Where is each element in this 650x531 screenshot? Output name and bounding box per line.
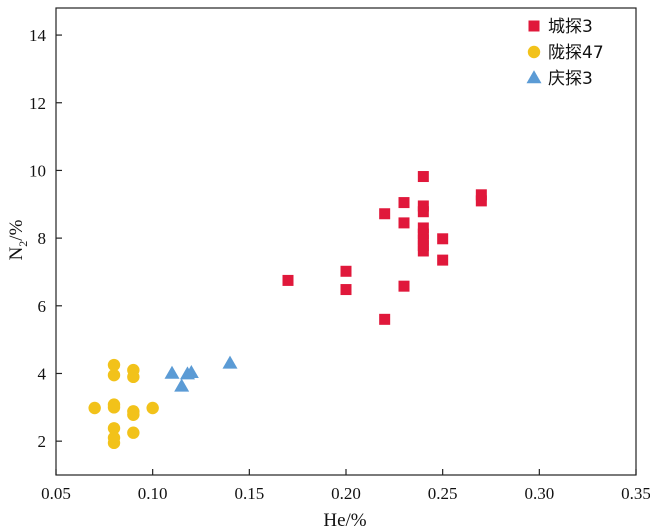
x-tick-label: 0.20 (331, 484, 361, 503)
data-point (437, 233, 449, 245)
data-point (183, 365, 199, 379)
legend-marker (526, 70, 542, 84)
data-point (222, 355, 238, 369)
data-point (417, 222, 429, 234)
y-axis-title: N2/% (6, 219, 30, 260)
y-tick-label: 8 (38, 229, 47, 248)
x-tick-label: 0.15 (234, 484, 264, 503)
data-point (107, 368, 121, 382)
data-point (398, 197, 410, 209)
y-tick-label: 6 (38, 297, 47, 316)
data-point (107, 436, 121, 450)
data-point (417, 245, 429, 257)
series-3 (164, 355, 238, 392)
data-point (88, 401, 101, 415)
data-point (107, 358, 121, 372)
data-point (475, 189, 487, 201)
legend-marker (527, 45, 541, 59)
legend-label: 城探3 (548, 17, 593, 37)
legend: 城探3 陇探47 庆探3 (526, 17, 604, 89)
y-tick-label: 2 (38, 432, 47, 451)
legend-label: 庆探3 (548, 69, 593, 89)
x-tick-label: 0.30 (524, 484, 554, 503)
x-tick-label: 0.35 (621, 484, 650, 503)
data-point (398, 217, 410, 229)
data-point (417, 200, 429, 212)
x-tick-label: 0.10 (138, 484, 168, 503)
data-point (164, 365, 180, 379)
data-point (340, 265, 352, 277)
data-point (107, 422, 121, 435)
data-point (417, 171, 429, 183)
legend-label: 陇探47 (548, 43, 604, 63)
x-tick-label: 0.25 (428, 484, 458, 503)
data-point (282, 274, 294, 286)
data-point (437, 254, 449, 266)
data-point (475, 195, 487, 207)
series-1 (282, 171, 487, 325)
data-point (174, 378, 190, 392)
series-2 (88, 358, 159, 450)
data-point (107, 401, 121, 414)
data-point (379, 208, 391, 220)
legend-marker (528, 20, 540, 32)
data-point (417, 206, 429, 218)
y-axis-title-sub: 2 (16, 241, 30, 247)
y-tick-label: 4 (38, 364, 47, 383)
y-tick-label: 12 (29, 94, 46, 113)
data-point (379, 313, 391, 325)
data-point (146, 401, 159, 415)
data-point (417, 228, 429, 240)
data-point (398, 280, 410, 292)
y-tick-label: 14 (29, 26, 47, 45)
x-tick-label: 0.05 (41, 484, 71, 503)
data-point (127, 408, 140, 421)
data-point (417, 234, 429, 246)
y-axis-title-main: N (6, 246, 27, 260)
data-point (340, 284, 352, 296)
y-tick-label: 10 (29, 161, 46, 180)
y-axis-title-rest: /% (6, 219, 27, 240)
x-axis-title: He/% (323, 510, 366, 531)
data-point (127, 426, 140, 439)
data-point (127, 370, 140, 384)
